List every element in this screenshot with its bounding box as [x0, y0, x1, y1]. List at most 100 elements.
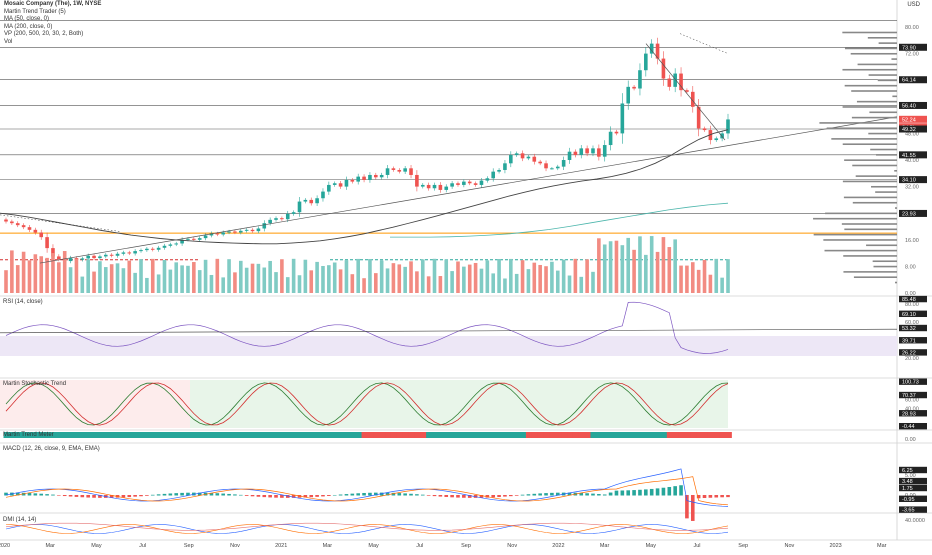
- volume-bar: [467, 264, 472, 293]
- candle-body: [579, 148, 584, 156]
- candle-body: [608, 131, 613, 146]
- volume-profile-bar: [867, 37, 897, 39]
- price-badge-label: 23.93: [902, 211, 916, 217]
- macd-histogram-bar: [133, 495, 137, 497]
- macd-histogram-bar: [238, 494, 243, 496]
- trendline-main: [39, 116, 898, 264]
- volume-bar: [462, 266, 466, 293]
- volume-bar: [550, 261, 554, 293]
- macd-histogram-bar: [432, 495, 437, 497]
- candle-body: [356, 176, 360, 182]
- volume-profile-bar: [841, 223, 897, 225]
- macd-histogram-bar: [327, 495, 331, 496]
- trendmeter-cell: [343, 432, 351, 438]
- indicator-label[interactable]: MA (50, close, 0): [4, 16, 50, 23]
- candle-body: [426, 184, 431, 189]
- macd-histogram-bar: [321, 495, 325, 497]
- candle-body: [80, 258, 85, 260]
- macd-histogram-bar: [632, 490, 636, 496]
- volume-profile-bar: [844, 228, 897, 231]
- rsi-badge-label: 53.32: [902, 326, 916, 332]
- trendmeter-title[interactable]: Martin Trend Meter: [3, 432, 54, 438]
- indicator-label[interactable]: MA (200, close, 0): [4, 23, 53, 30]
- candle-body: [432, 184, 437, 189]
- volume-bar: [244, 267, 249, 293]
- trendmeter-cell: [649, 432, 656, 438]
- candle-body: [344, 179, 349, 187]
- trendmeter-cell: [126, 432, 134, 438]
- candle-body: [720, 133, 724, 139]
- trendmeter-cell: [132, 432, 140, 438]
- macd-histogram-bar: [538, 493, 542, 496]
- macd-histogram-bar: [227, 493, 231, 496]
- macd-histogram-bar: [15, 492, 20, 496]
- candle-body: [397, 169, 402, 172]
- macd-histogram-bar: [526, 494, 531, 496]
- macd-histogram-bar: [250, 495, 255, 497]
- candle-body: [238, 230, 243, 233]
- macd-histogram-bar: [391, 492, 396, 496]
- trendmeter-cell: [396, 432, 404, 438]
- trendmeter-cell: [437, 432, 445, 438]
- volume-bar: [33, 254, 38, 293]
- symbol-title[interactable]: Mosaic Company (The), 1W, NYSE: [4, 1, 102, 7]
- volume-bar: [661, 237, 666, 293]
- candle-body: [626, 86, 631, 104]
- trendmeter-cell: [144, 432, 151, 438]
- candle-body: [192, 238, 196, 240]
- trendmeter-cell: [490, 432, 498, 438]
- candle-body: [362, 176, 366, 180]
- indicator-label[interactable]: Martin Trend Trader (5): [4, 8, 66, 15]
- trendmeter-cell: [385, 432, 392, 438]
- volume-profile-bar: [894, 170, 897, 172]
- dmi-title[interactable]: DMI (14, 14): [3, 517, 37, 523]
- candle-body: [491, 171, 496, 179]
- volume-profile-bar: [870, 148, 897, 151]
- indicator-label[interactable]: Vol: [4, 38, 13, 45]
- macd-histogram-bar: [356, 493, 360, 496]
- macd-histogram-bar: [121, 495, 126, 498]
- volume-bar: [638, 236, 642, 293]
- volume-bar: [626, 237, 631, 293]
- trendmeter-cell: [373, 432, 380, 438]
- rsi-title[interactable]: RSI (14, close): [3, 299, 43, 305]
- trendmeter-cell: [91, 432, 98, 438]
- time-axis-label: Mar: [45, 543, 55, 549]
- candle-body: [597, 148, 601, 157]
- candle-body: [103, 254, 108, 257]
- volume-bar: [620, 245, 625, 293]
- volume-bar: [608, 241, 613, 293]
- candle-body: [649, 43, 654, 54]
- candle-body: [233, 231, 237, 233]
- macd-title[interactable]: MACD (12, 26, close, 9, EMA, EMA): [3, 446, 100, 452]
- price-tick-label: 16.00: [905, 238, 919, 244]
- candle-body: [561, 160, 566, 167]
- time-axis-label: Mar: [600, 543, 610, 549]
- volume-profile-bar: [842, 143, 897, 146]
- volume-bar: [415, 271, 419, 293]
- candle-body: [526, 156, 531, 159]
- volume-bar: [509, 258, 513, 293]
- trendmeter-cell: [666, 432, 674, 438]
- stoch-title[interactable]: Martin Stochastic Trend: [3, 381, 67, 387]
- rsi-badge-label: 26.22: [902, 350, 916, 356]
- volume-bar: [115, 263, 120, 293]
- trendmeter-cell: [473, 432, 480, 438]
- volume-bar: [139, 259, 143, 293]
- trendmeter-cell: [713, 432, 721, 438]
- volume-bar: [673, 239, 677, 293]
- indicator-label[interactable]: VP (200, 500, 20, 30, 2, Both): [4, 31, 84, 38]
- candle-body: [315, 198, 319, 204]
- macd-histogram-bar: [708, 495, 713, 498]
- time-axis-label: Nov: [230, 543, 240, 549]
- candle-body: [256, 228, 261, 232]
- candle-body: [268, 219, 272, 224]
- macd-histogram-bar: [673, 486, 677, 496]
- trendline-dotted: [0, 214, 121, 232]
- trendmeter-cell: [261, 432, 269, 438]
- macd-histogram-bar: [27, 493, 32, 496]
- candle-body: [21, 225, 26, 228]
- dmi-plus-line: [5, 524, 729, 534]
- candle-body: [291, 212, 296, 214]
